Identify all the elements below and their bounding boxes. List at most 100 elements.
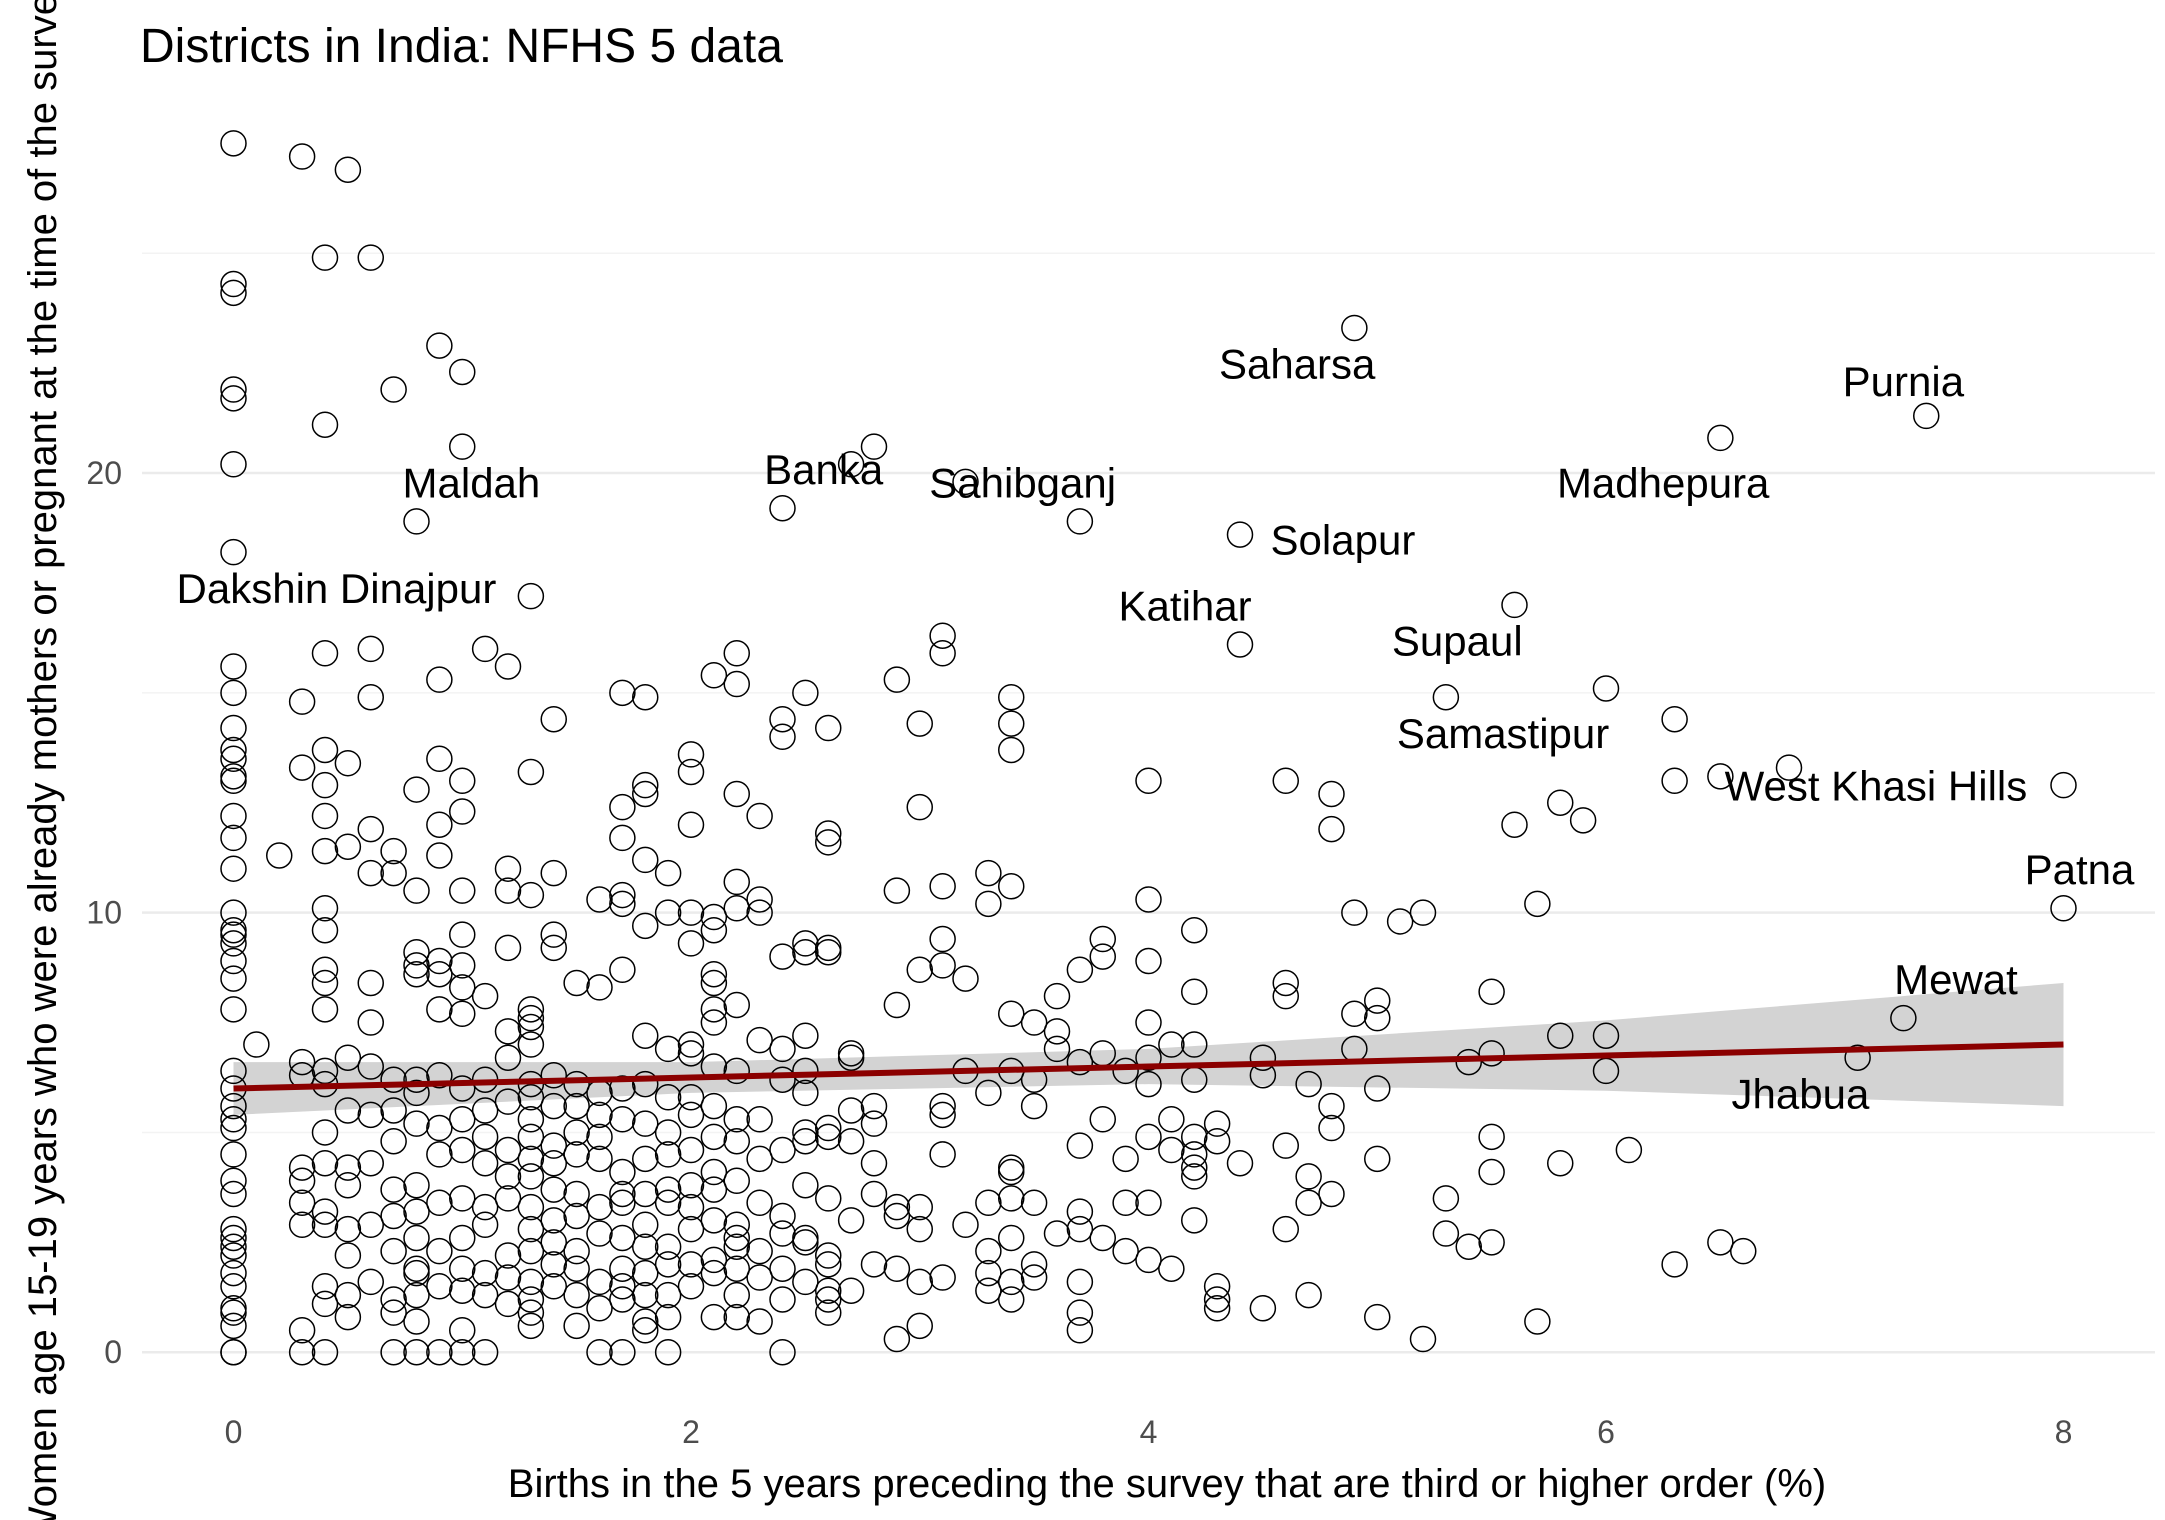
data-point [563, 1202, 590, 1230]
confidence-band [233, 982, 2064, 1115]
data-point [220, 824, 247, 852]
data-point [952, 468, 979, 496]
data-point [1020, 1189, 1048, 1217]
data-point [815, 1123, 842, 1151]
data-point [609, 1224, 636, 1252]
data-point [1043, 1220, 1071, 1247]
data-point [700, 969, 728, 997]
data-point [220, 1273, 247, 1300]
data-point [563, 1092, 590, 1120]
data-point [677, 741, 705, 768]
data-point [586, 1101, 613, 1129]
data-point [723, 1127, 750, 1155]
data-point [220, 714, 247, 742]
data-point [700, 916, 728, 944]
data-point [517, 1215, 545, 1243]
data-point [792, 1268, 819, 1296]
data-point [403, 938, 430, 966]
data-point [586, 974, 613, 1001]
annotation-label: Solapur [1271, 516, 1416, 563]
data-point [220, 1106, 247, 1133]
data-point [426, 1273, 453, 1300]
data-point [1295, 1281, 1322, 1309]
data-point [1592, 675, 1620, 702]
data-point [357, 1149, 384, 1177]
data-point [1364, 1303, 1391, 1331]
data-point [677, 758, 705, 786]
data-point [700, 903, 728, 931]
data-point [815, 1114, 842, 1142]
data-point [2050, 771, 2077, 799]
data-point [403, 952, 430, 979]
data-point [449, 1075, 476, 1102]
annotation-label: Saharsa [1219, 341, 1376, 388]
data-point [609, 1255, 636, 1282]
data-point [426, 1189, 453, 1217]
data-point [929, 873, 956, 900]
data-point [494, 1185, 522, 1212]
data-point [1478, 1040, 1505, 1067]
data-point [540, 1062, 567, 1089]
data-point [1501, 591, 1528, 619]
data-point [1181, 1031, 1208, 1058]
data-point [609, 1075, 636, 1102]
data-point [311, 1273, 339, 1300]
data-point [426, 1338, 453, 1366]
annotation-label: Supaul [1392, 618, 1523, 665]
data-point [860, 1110, 888, 1137]
data-point [632, 1308, 659, 1335]
data-point [220, 1233, 247, 1260]
data-point [220, 1141, 247, 1168]
data-point [1089, 925, 1116, 953]
data-point [334, 156, 362, 183]
data-point [380, 1176, 407, 1203]
data-point [426, 811, 453, 838]
data-point [449, 1338, 476, 1366]
data-point [1592, 1022, 1620, 1049]
data-point [700, 1259, 728, 1287]
data-point [220, 802, 247, 830]
data-point [860, 433, 888, 460]
data-point [220, 1338, 247, 1366]
data-point [883, 1255, 911, 1282]
data-point [334, 1215, 362, 1243]
data-point [1661, 767, 1688, 795]
data-point [403, 1224, 430, 1252]
data-point [380, 376, 407, 403]
data-point [975, 1189, 1002, 1217]
data-point [654, 1119, 682, 1146]
data-point [815, 820, 842, 847]
data-point [540, 1149, 567, 1177]
data-point [906, 956, 933, 984]
data-point [403, 1198, 430, 1225]
annotation-label: Madhepura [1557, 459, 1770, 506]
data-point [220, 1259, 247, 1287]
data-point [1707, 424, 1734, 452]
data-point [449, 921, 476, 948]
data-point [471, 1097, 499, 1124]
data-point [1020, 1092, 1048, 1120]
data-point [1478, 1229, 1505, 1256]
data-point [494, 1163, 522, 1190]
data-point [1272, 969, 1299, 997]
data-point [723, 1167, 750, 1195]
data-point [1158, 1106, 1185, 1133]
data-point [517, 1145, 545, 1173]
data-point [380, 1127, 407, 1155]
data-point [1455, 1233, 1482, 1260]
data-point [220, 270, 247, 298]
data-point [357, 1009, 384, 1036]
data-point [311, 895, 339, 922]
data-point [494, 653, 522, 680]
data-point [769, 1066, 796, 1093]
data-point [746, 1106, 773, 1133]
data-point [334, 1097, 362, 1124]
data-point [586, 1220, 613, 1247]
data-point [540, 705, 567, 733]
y-axis-ticks: 0 10 20 [86, 455, 122, 1370]
data-point [929, 1141, 956, 1168]
data-point [380, 1299, 407, 1326]
data-point [563, 1237, 590, 1265]
data-point [1364, 1075, 1391, 1102]
data-point [609, 881, 636, 909]
